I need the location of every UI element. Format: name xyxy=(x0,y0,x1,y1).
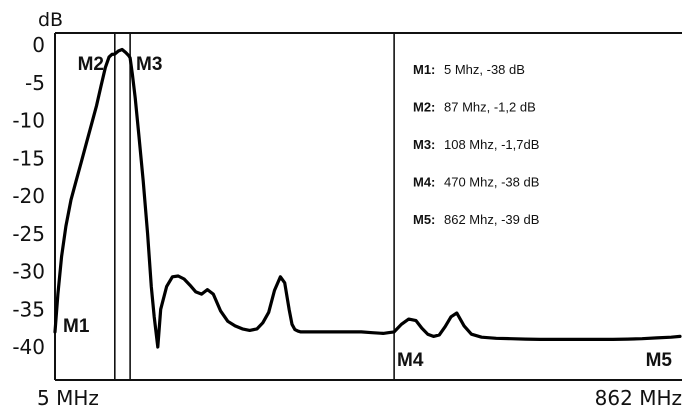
y-tick-label: -30 xyxy=(12,260,45,284)
marker-label-m2: M2 xyxy=(78,54,104,75)
marker-labels: M1 M2 M3 M4 M5 xyxy=(63,54,672,371)
y-tick-label: -10 xyxy=(12,109,45,133)
y-tick-label: -20 xyxy=(12,184,45,208)
marker-legend: M1: 5 Mhz, -38 dB M2: 87 Mhz, -1,2 dB M3: 108… xyxy=(413,62,539,227)
legend-value-2: 87 Mhz, -1,2 dB xyxy=(444,100,536,115)
attenuation-curve xyxy=(53,47,682,349)
marker-label-m1: M1 xyxy=(63,316,90,337)
legend-key-2: M2: xyxy=(413,100,435,115)
legend-key-4: M4: xyxy=(413,175,435,190)
legend-value-1: 5 Mhz, -38 dB xyxy=(444,62,525,77)
x-axis-label-right: 862 MHz xyxy=(595,386,682,410)
y-tick-label: -25 xyxy=(12,222,45,246)
marker-label-m4: M4 xyxy=(397,350,424,371)
legend-key-5: M5: xyxy=(413,212,435,227)
y-tick-label: -5 xyxy=(25,71,45,95)
legend-key-3: M3: xyxy=(413,137,435,152)
legend-value-3: 108 Mhz, -1,7dB xyxy=(444,137,539,152)
y-axis-unit: dB xyxy=(38,9,63,31)
y-tick-label: -35 xyxy=(12,297,45,321)
legend-value-4: 470 Mhz, -38 dB xyxy=(444,175,539,190)
marker-label-m5: M5 xyxy=(646,350,673,371)
legend-key-1: M1: xyxy=(413,62,435,77)
y-tick-label: 0 xyxy=(32,33,45,57)
y-tick-label: -40 xyxy=(12,335,45,359)
marker-label-m3: M3 xyxy=(136,54,162,75)
x-axis-label-left: 5 MHz xyxy=(37,386,99,410)
legend-value-5: 862 Mhz, -39 dB xyxy=(444,212,539,227)
y-axis-ticks: 0 -5 -10 -15 -20 -25 -30 -35 -40 xyxy=(12,33,45,359)
y-tick-label: -15 xyxy=(12,146,45,170)
marker-lines xyxy=(114,33,395,380)
